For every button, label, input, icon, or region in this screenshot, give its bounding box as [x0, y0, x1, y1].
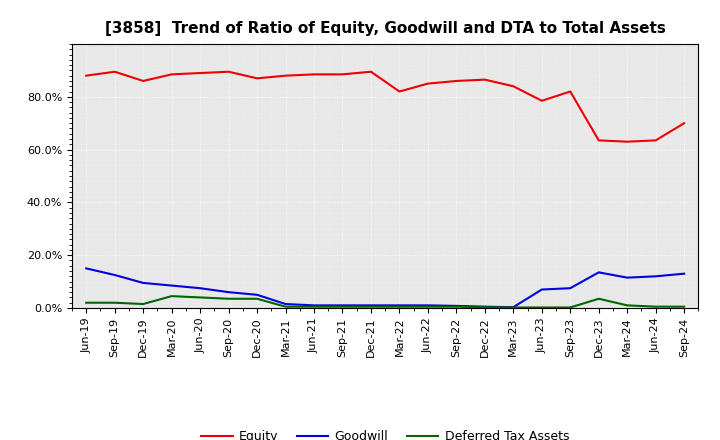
Deferred Tax Assets — [652, 304, 660, 309]
Goodwill — [680, 271, 688, 276]
Deferred Tax Assets — [310, 304, 318, 309]
Goodwill — [395, 303, 404, 308]
Deferred Tax Assets — [423, 304, 432, 309]
Goodwill — [566, 286, 575, 291]
Deferred Tax Assets — [480, 304, 489, 310]
Equity — [310, 72, 318, 77]
Deferred Tax Assets — [253, 296, 261, 301]
Deferred Tax Assets — [110, 300, 119, 305]
Line: Goodwill: Goodwill — [86, 268, 684, 307]
Goodwill — [225, 290, 233, 295]
Equity — [253, 76, 261, 81]
Line: Deferred Tax Assets: Deferred Tax Assets — [86, 296, 684, 308]
Goodwill — [480, 304, 489, 309]
Equity — [680, 121, 688, 126]
Equity — [652, 138, 660, 143]
Equity — [110, 69, 119, 74]
Goodwill — [595, 270, 603, 275]
Deferred Tax Assets — [139, 301, 148, 307]
Goodwill — [537, 287, 546, 292]
Equity — [167, 72, 176, 77]
Deferred Tax Assets — [366, 304, 375, 309]
Deferred Tax Assets — [537, 305, 546, 310]
Goodwill — [423, 303, 432, 308]
Equity — [82, 73, 91, 78]
Deferred Tax Assets — [566, 305, 575, 310]
Goodwill — [509, 304, 518, 310]
Equity — [452, 78, 461, 84]
Equity — [566, 89, 575, 94]
Equity — [225, 69, 233, 74]
Goodwill — [310, 303, 318, 308]
Deferred Tax Assets — [509, 305, 518, 310]
Equity — [196, 70, 204, 76]
Goodwill — [110, 272, 119, 278]
Deferred Tax Assets — [338, 304, 347, 309]
Goodwill — [196, 286, 204, 291]
Goodwill — [623, 275, 631, 280]
Equity — [623, 139, 631, 144]
Goodwill — [253, 292, 261, 297]
Goodwill — [338, 303, 347, 308]
Deferred Tax Assets — [595, 296, 603, 301]
Deferred Tax Assets — [395, 304, 404, 309]
Equity — [282, 73, 290, 78]
Goodwill — [652, 274, 660, 279]
Goodwill — [82, 266, 91, 271]
Equity — [480, 77, 489, 82]
Title: [3858]  Trend of Ratio of Equity, Goodwill and DTA to Total Assets: [3858] Trend of Ratio of Equity, Goodwil… — [105, 21, 665, 36]
Deferred Tax Assets — [196, 295, 204, 300]
Goodwill — [167, 283, 176, 288]
Deferred Tax Assets — [282, 304, 290, 309]
Deferred Tax Assets — [167, 293, 176, 299]
Deferred Tax Assets — [623, 303, 631, 308]
Legend: Equity, Goodwill, Deferred Tax Assets: Equity, Goodwill, Deferred Tax Assets — [197, 425, 574, 440]
Goodwill — [139, 280, 148, 286]
Deferred Tax Assets — [680, 304, 688, 309]
Deferred Tax Assets — [452, 304, 461, 309]
Equity — [338, 72, 347, 77]
Deferred Tax Assets — [82, 300, 91, 305]
Goodwill — [366, 303, 375, 308]
Equity — [595, 138, 603, 143]
Equity — [366, 69, 375, 74]
Line: Equity: Equity — [86, 72, 684, 142]
Equity — [395, 89, 404, 94]
Equity — [139, 78, 148, 84]
Equity — [423, 81, 432, 86]
Equity — [537, 98, 546, 103]
Equity — [509, 84, 518, 89]
Deferred Tax Assets — [225, 296, 233, 301]
Goodwill — [282, 301, 290, 307]
Goodwill — [452, 303, 461, 308]
